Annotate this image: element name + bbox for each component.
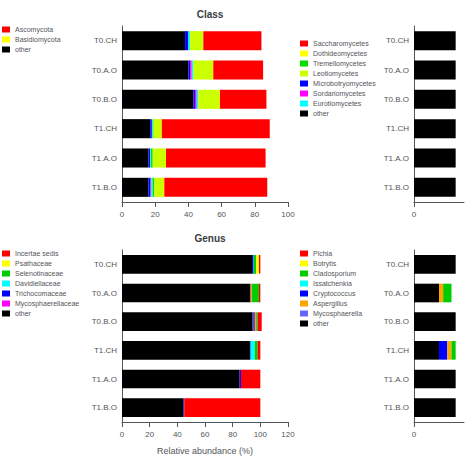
svg-text:Ascomycota: Ascomycota [15,26,53,34]
svg-text:Microbotryomycetes: Microbotryomycetes [313,80,376,88]
svg-text:Basidiomycota: Basidiomycota [15,36,61,44]
svg-text:0: 0 [120,210,125,219]
svg-text:T0.A.O: T0.A.O [384,289,409,298]
svg-text:80: 80 [250,210,259,219]
svg-text:0: 0 [412,430,417,439]
svg-text:Selenotinaceae: Selenotinaceae [15,270,63,277]
svg-text:T1.A.O: T1.A.O [384,375,409,384]
svg-text:100: 100 [281,210,295,219]
svg-text:40: 40 [173,430,182,439]
svg-text:Class: Class [197,9,224,20]
svg-text:Leotiomycetes: Leotiomycetes [313,70,359,78]
svg-text:T1.A.O: T1.A.O [92,154,117,163]
svg-text:T1.A.O: T1.A.O [92,375,117,384]
svg-text:Incertae sedis: Incertae sedis [15,250,59,257]
svg-text:T0.B.O: T0.B.O [92,95,117,104]
svg-text:Trichocomaceae: Trichocomaceae [15,290,67,297]
svg-text:T0.A.O: T0.A.O [92,66,117,75]
svg-text:0: 0 [120,430,125,439]
svg-text:20: 20 [151,210,160,219]
svg-text:other: other [15,46,32,53]
svg-text:T1.CH: T1.CH [94,346,117,355]
svg-text:Relative abundance (%): Relative abundance (%) [157,446,253,456]
svg-text:Cryptococcus: Cryptococcus [313,290,356,298]
svg-text:T0.CH: T0.CH [94,260,117,269]
svg-text:T1.B.O: T1.B.O [384,183,409,192]
svg-text:Pichia: Pichia [313,250,332,257]
svg-text:other: other [313,110,330,117]
svg-text:T0.CH: T0.CH [94,36,117,45]
svg-text:Dothideomycetes: Dothideomycetes [313,50,368,58]
svg-text:T0.CH: T0.CH [386,36,409,45]
svg-text:Davidiellaceae: Davidiellaceae [15,280,61,287]
svg-text:20: 20 [145,430,154,439]
svg-text:Eurotiomycetes: Eurotiomycetes [313,100,362,108]
svg-text:T0.B.O: T0.B.O [384,95,409,104]
svg-text:100: 100 [254,430,268,439]
svg-text:T1.B.O: T1.B.O [92,403,117,412]
svg-text:T0.B.O: T0.B.O [384,317,409,326]
svg-text:Issatchenkia: Issatchenkia [313,280,352,287]
svg-text:T1.B.O: T1.B.O [384,403,409,412]
svg-text:60: 60 [201,430,210,439]
svg-text:60: 60 [217,210,226,219]
svg-text:Psathaceae: Psathaceae [15,260,52,267]
svg-text:Genus: Genus [194,233,226,244]
svg-text:T1.A.O: T1.A.O [384,154,409,163]
svg-text:T0.CH: T0.CH [386,260,409,269]
svg-text:40: 40 [184,210,193,219]
svg-text:other: other [313,320,330,327]
svg-text:T1.CH: T1.CH [94,124,117,133]
svg-text:Botrytis: Botrytis [313,260,337,268]
svg-text:other: other [15,310,32,317]
svg-text:Saccharomycetes: Saccharomycetes [313,40,369,48]
svg-text:Cladosporium: Cladosporium [313,270,356,278]
svg-text:T1.CH: T1.CH [386,124,409,133]
svg-text:0: 0 [412,210,417,219]
svg-text:T0.A.O: T0.A.O [92,289,117,298]
svg-text:T0.B.O: T0.B.O [92,317,117,326]
svg-text:Sordariomycetes: Sordariomycetes [313,90,366,98]
svg-text:Tremellomycetes: Tremellomycetes [313,60,367,68]
svg-text:Aspergillus: Aspergillus [313,300,348,308]
svg-text:T1.CH: T1.CH [386,346,409,355]
svg-text:Mycosphaerellaceae: Mycosphaerellaceae [15,300,79,308]
svg-text:T1.B.O: T1.B.O [92,183,117,192]
svg-text:Mycosphaerella: Mycosphaerella [313,310,362,318]
svg-text:120: 120 [281,430,295,439]
svg-text:T0.A.O: T0.A.O [384,66,409,75]
svg-text:80: 80 [228,430,237,439]
